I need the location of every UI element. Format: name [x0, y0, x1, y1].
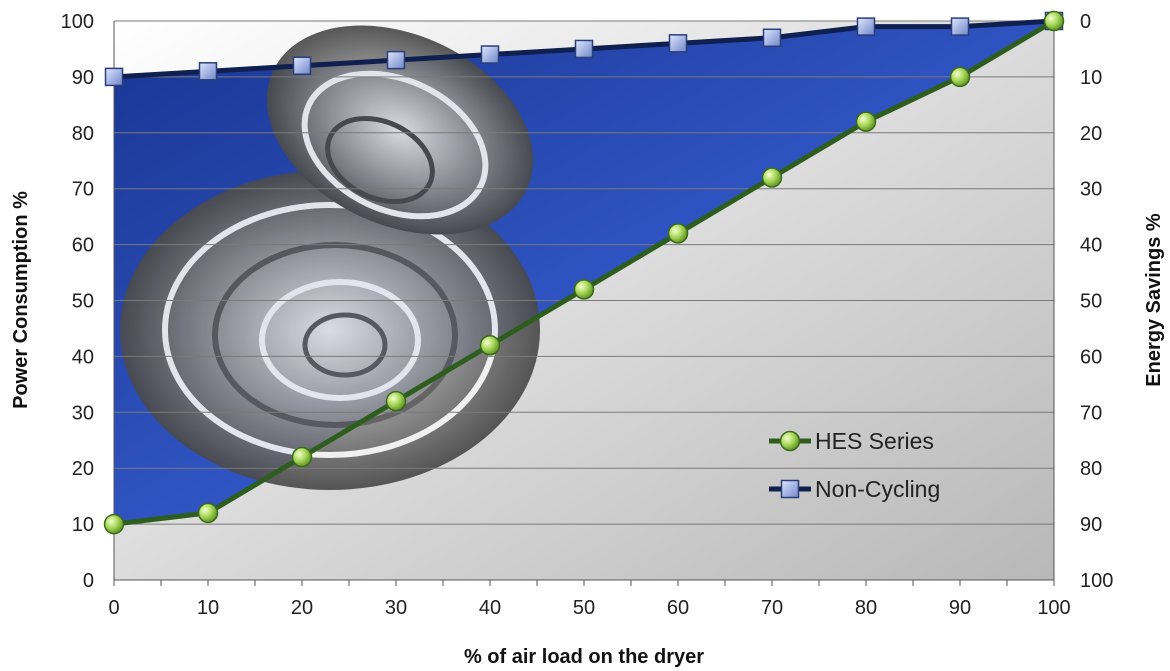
x-tick-label: 30 [385, 597, 407, 619]
data-point-non-cycling [104, 67, 124, 87]
data-point-hes [385, 390, 407, 412]
x-tick-label: 60 [667, 597, 689, 619]
y-tick-label: 100 [61, 11, 94, 33]
data-point-hes [949, 66, 971, 88]
y2-tick-label: 70 [1080, 402, 1102, 424]
data-point-non-cycling [386, 50, 406, 70]
data-point-hes [479, 334, 501, 356]
product-photo [120, 25, 540, 490]
legend-marker-non-cycling [780, 479, 800, 499]
data-point-non-cycling [480, 45, 500, 64]
x-tick-label: 50 [573, 597, 595, 619]
legend: HES Series Non-Cycling [769, 428, 940, 502]
data-point-hes [1043, 10, 1065, 32]
y-tick-label: 0 [83, 570, 94, 592]
data-point-non-cycling [292, 56, 312, 75]
y2-tick-label: 0 [1080, 11, 1091, 33]
y-tick-label: 50 [72, 291, 94, 313]
data-point-non-cycling [856, 17, 876, 36]
series-layer [103, 10, 1065, 535]
y2-tick-label: 40 [1080, 235, 1102, 257]
y2-tick-label: 20 [1080, 123, 1102, 145]
y-tick-label: 40 [72, 346, 94, 368]
legend-label-non-cycling: Non-Cycling [815, 476, 940, 502]
data-point-hes [291, 446, 313, 468]
y2-tick-label: 90 [1080, 514, 1102, 536]
data-point-non-cycling [198, 62, 218, 81]
data-point-hes [103, 513, 125, 535]
y2-tick-label: 60 [1080, 346, 1102, 368]
data-point-hes [197, 502, 219, 524]
x-tick-labels: 0 10 20 30 40 50 60 70 80 90 100 [108, 597, 1070, 619]
y2-tick-label: 100 [1080, 570, 1113, 592]
x-tick-label: 40 [479, 597, 501, 619]
x-axis-title: % of air load on the dryer [464, 646, 704, 668]
data-point-hes [761, 167, 783, 188]
y2-tick-label: 30 [1080, 179, 1102, 201]
x-tick-label: 80 [855, 597, 877, 619]
y-tick-label: 80 [72, 123, 94, 145]
y-tick-labels: 0 10 20 30 40 50 60 70 80 90 100 [61, 11, 94, 592]
y2-tick-label: 50 [1080, 291, 1102, 313]
x-tick-label: 100 [1037, 597, 1070, 619]
x-tick-label: 20 [291, 597, 313, 619]
y-tick-label: 10 [72, 514, 94, 536]
y2-tick-label: 10 [1080, 67, 1102, 89]
y-tick-label: 90 [72, 67, 94, 89]
x-tick-label: 10 [197, 597, 219, 619]
x-tick-label: 0 [108, 597, 119, 619]
data-point-hes [667, 223, 689, 244]
data-point-hes [855, 111, 877, 132]
data-point-non-cycling [762, 28, 782, 48]
data-point-non-cycling [668, 34, 688, 53]
legend-label-hes-series: HES Series [815, 428, 934, 454]
y-tick-label: 30 [72, 402, 94, 424]
data-point-non-cycling [950, 17, 970, 36]
y2-axis-title: Energy Savings % [1143, 213, 1165, 387]
y-tick-label: 60 [72, 235, 94, 257]
x-tick-label: 90 [949, 597, 971, 619]
y2-tick-label: 80 [1080, 458, 1102, 480]
data-point-non-cycling [574, 39, 594, 59]
y-axis-title: Power Consumption % [10, 191, 32, 409]
axes [113, 21, 1055, 586]
data-point-hes [573, 279, 595, 300]
legend-marker-hes-series [779, 430, 801, 452]
y-tick-label: 70 [72, 179, 94, 201]
x-tick-label: 70 [761, 597, 783, 619]
y-tick-label: 20 [72, 458, 94, 480]
